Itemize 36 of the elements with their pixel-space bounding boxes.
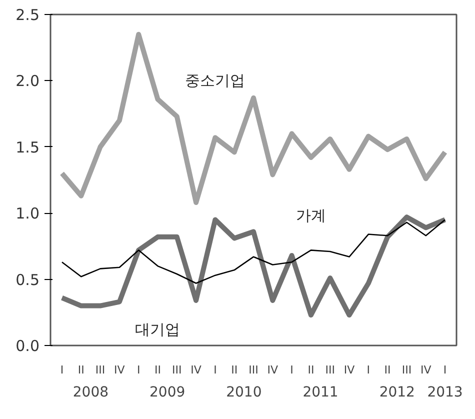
x-tick-label: II: [231, 364, 238, 376]
x-tick-label: IV: [420, 364, 432, 376]
y-tick-label: 1.0: [16, 204, 40, 223]
x-tick-label: I: [214, 364, 217, 376]
text: 2012: [379, 384, 415, 400]
text: 2009: [150, 384, 186, 400]
x-tick-label: IV: [114, 364, 126, 376]
x-tick-label: IV: [190, 364, 202, 376]
series-label: 가계: [296, 206, 326, 225]
x-tick-label: II: [308, 364, 314, 376]
y-tick-label: 2.5: [16, 6, 40, 24]
series-label: 중소기업: [185, 72, 246, 90]
y-tick-label: 1.5: [16, 138, 40, 156]
text: 2008: [72, 384, 109, 400]
x-tick-label: II: [384, 364, 391, 376]
x-tick-label: III: [325, 364, 335, 376]
x-tick-label: III: [402, 364, 412, 376]
text: 2011: [302, 384, 338, 400]
x-tick-label: I: [136, 364, 140, 376]
x-tick-label: II: [78, 364, 84, 376]
x-tick-label: IV: [344, 364, 356, 376]
y-tick-label: 0.5: [16, 270, 40, 289]
text: 2010: [226, 384, 262, 400]
y-tick-label: 2.0: [16, 72, 40, 90]
text: 2013: [427, 384, 463, 400]
series-label: 대기업: [135, 320, 180, 339]
x-tick-label: IV: [267, 364, 279, 376]
x-tick-label: III: [172, 364, 182, 376]
x-tick-label: II: [154, 364, 161, 376]
y-tick-label: 0.0: [16, 337, 40, 355]
x-tick-label: I: [290, 364, 294, 376]
x-tick-label: I: [366, 364, 370, 376]
x-tick-label: I: [443, 364, 447, 376]
x-tick-label: I: [60, 364, 64, 376]
x-tick-label: III: [95, 364, 106, 376]
x-tick-label: III: [248, 364, 258, 376]
